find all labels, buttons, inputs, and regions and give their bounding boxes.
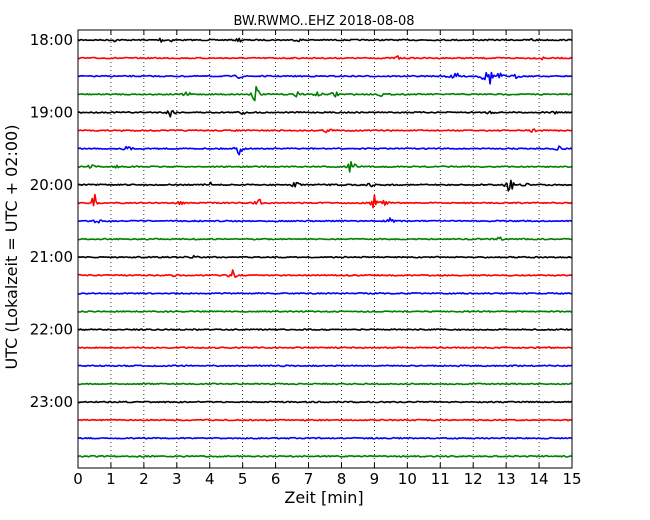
y-axis-title: UTC (Lokalzeit = UTC + 02:00) [2, 125, 21, 370]
trace-layer [77, 37, 573, 458]
trace-2130 [77, 292, 573, 295]
trace-1830 [77, 71, 573, 85]
trace-2300 [77, 400, 573, 404]
y-tick-label-0: 18:00 [30, 31, 73, 49]
x-tick-label-15: 15 [562, 470, 581, 488]
trace-1900 [77, 110, 573, 118]
trace-2030 [77, 217, 573, 224]
y-tick-label-5: 23:00 [30, 393, 73, 411]
trace-2330 [77, 436, 573, 440]
y-tick-label-2: 20:00 [30, 176, 73, 194]
y-tick-label-4: 22:00 [30, 321, 73, 339]
x-tick-label-6: 6 [271, 470, 281, 488]
x-tick-label-3: 3 [172, 470, 182, 488]
trace-2115 [78, 269, 573, 279]
trace-2045 [77, 236, 573, 241]
trace-1815 [77, 55, 573, 61]
x-axis-title: Zeit [min] [284, 488, 363, 507]
trace-1800 [77, 37, 573, 43]
x-tick-label-4: 4 [205, 470, 215, 488]
trace-2100 [77, 254, 573, 259]
y-tick-label-3: 21:00 [30, 248, 73, 266]
trace-2015 [77, 193, 573, 209]
x-tick-label-0: 0 [73, 470, 83, 488]
x-tick-label-12: 12 [464, 470, 483, 488]
trace-2315 [77, 418, 573, 422]
x-tick-label-8: 8 [337, 470, 347, 488]
x-tick-label-11: 11 [431, 470, 450, 488]
x-tick-label-2: 2 [139, 470, 149, 488]
x-tick-label-14: 14 [530, 470, 549, 488]
trace-2000 [77, 179, 573, 192]
trace-2345 [77, 454, 573, 458]
x-tick-label-9: 9 [370, 470, 380, 488]
trace-1845 [77, 85, 573, 102]
x-tick-label-13: 13 [497, 470, 516, 488]
trace-1915 [77, 128, 573, 134]
trace-1945 [77, 161, 573, 173]
trace-1930 [78, 145, 573, 156]
chart-title: BW.RWMO..EHZ 2018-08-08 [233, 14, 414, 29]
x-tick-label-10: 10 [398, 470, 417, 488]
trace-2200 [77, 328, 573, 331]
y-tick-label-1: 19:00 [30, 103, 73, 121]
axis-ticks [77, 30, 573, 468]
x-tick-label-7: 7 [304, 470, 314, 488]
x-tick-labels: 0 1 2 3 4 5 6 7 8 9 10 11 12 13 14 15 [73, 470, 581, 488]
x-tick-label-1: 1 [106, 470, 116, 488]
y-tick-labels: 18:00 19:00 20:00 21:00 22:00 23:00 [30, 31, 73, 411]
trace-2215 [77, 346, 573, 350]
trace-2230 [77, 364, 573, 368]
plot-frame [77, 29, 573, 469]
trace-2245 [77, 382, 573, 386]
x-tick-label-5: 5 [238, 470, 248, 488]
trace-2145 [77, 310, 573, 313]
